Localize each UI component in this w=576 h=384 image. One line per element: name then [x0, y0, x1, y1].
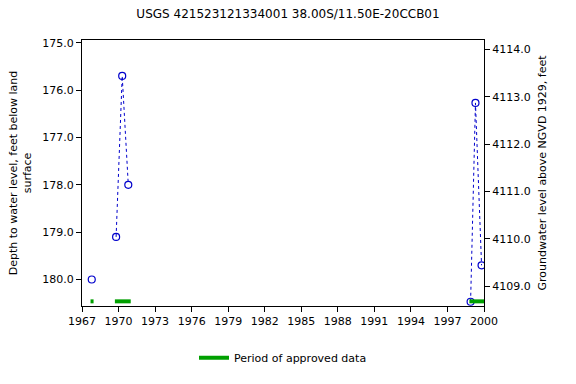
- svg-text:1988: 1988: [324, 315, 352, 328]
- svg-text:177.0: 177.0: [42, 131, 74, 144]
- svg-text:1967: 1967: [68, 315, 96, 328]
- svg-text:1970: 1970: [105, 315, 133, 328]
- svg-text:4114.0: 4114.0: [492, 43, 531, 56]
- svg-text:2000: 2000: [470, 315, 498, 328]
- svg-text:1973: 1973: [141, 315, 169, 328]
- svg-text:Period of approved data: Period of approved data: [234, 352, 366, 365]
- svg-text:1976: 1976: [178, 315, 206, 328]
- svg-text:USGS 421523121334001 38.00S/11: USGS 421523121334001 38.00S/11.50E-20CCB…: [136, 7, 439, 21]
- svg-text:1997: 1997: [433, 315, 461, 328]
- svg-text:1991: 1991: [360, 315, 388, 328]
- svg-text:4111.0: 4111.0: [492, 185, 531, 198]
- svg-text:Depth to water level, feet bel: Depth to water level, feet below landsur…: [7, 71, 34, 276]
- svg-text:4112.0: 4112.0: [492, 138, 531, 151]
- svg-text:176.0: 176.0: [42, 84, 74, 97]
- svg-text:179.0: 179.0: [42, 226, 74, 239]
- svg-text:4110.0: 4110.0: [492, 233, 531, 246]
- svg-text:1994: 1994: [397, 315, 425, 328]
- svg-text:180.0: 180.0: [42, 273, 74, 286]
- svg-text:1985: 1985: [287, 315, 315, 328]
- svg-text:178.0: 178.0: [42, 179, 74, 192]
- svg-text:4113.0: 4113.0: [492, 91, 531, 104]
- svg-text:1982: 1982: [251, 315, 279, 328]
- svg-text:Groundwater level above NGVD 1: Groundwater level above NGVD 1929, feet: [536, 55, 549, 291]
- svg-text:175.0: 175.0: [42, 37, 74, 50]
- svg-text:4109.0: 4109.0: [492, 280, 531, 293]
- svg-text:1979: 1979: [214, 315, 242, 328]
